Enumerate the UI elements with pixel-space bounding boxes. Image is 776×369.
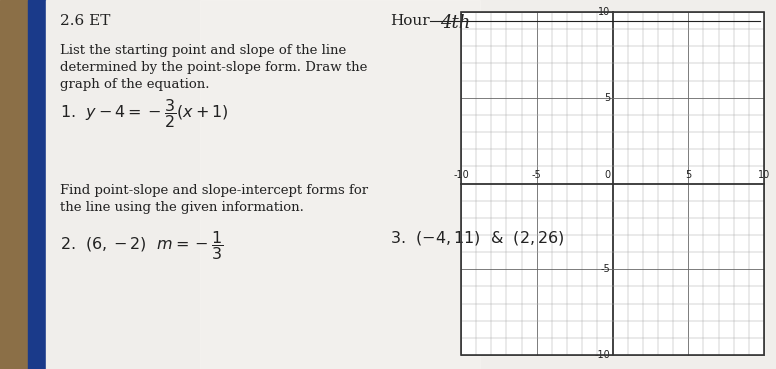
Text: graph of the equation.: graph of the equation. [60,78,210,91]
Text: 1.  $y-4=-\dfrac{3}{2}(x+1)$: 1. $y-4=-\dfrac{3}{2}(x+1)$ [60,97,229,130]
Text: the line using the given information.: the line using the given information. [60,201,304,214]
Text: 2.6 ET: 2.6 ET [60,14,110,28]
Text: 5: 5 [605,93,611,103]
Text: 0: 0 [605,170,611,180]
Bar [461,12,764,355]
Text: -5: -5 [601,264,611,274]
Text: -10: -10 [594,350,611,360]
Text: 3.  $(-4,11)$  &  $(2,26)$: 3. $(-4,11)$ & $(2,26)$ [390,229,565,247]
Bar [0,0,28,369]
Text: 10: 10 [758,170,770,180]
Text: Hour: Hour [390,14,430,28]
Text: List the starting point and slope of the line: List the starting point and slope of the… [60,44,346,57]
Text: Find point-slope and slope-intercept forms for: Find point-slope and slope-intercept for… [60,184,368,197]
Text: 2.  $(6,-2)$  $m=-\dfrac{1}{3}$: 2. $(6,-2)$ $m=-\dfrac{1}{3}$ [60,229,223,262]
Bar [461,12,764,355]
Bar [200,0,480,369]
Bar [28,0,46,369]
Text: -5: -5 [532,170,542,180]
Text: 4th: 4th [440,14,470,32]
Text: determined by the point-slope form. Draw the: determined by the point-slope form. Draw… [60,61,367,74]
Text: -10: -10 [453,170,469,180]
Text: 5: 5 [685,170,691,180]
Text: 10: 10 [598,7,611,17]
